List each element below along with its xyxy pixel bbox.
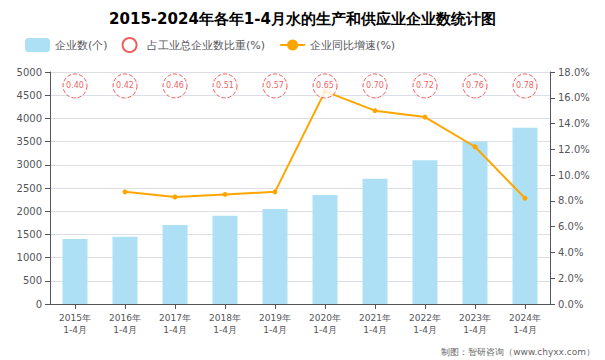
svg-text:3500: 3500: [17, 136, 42, 147]
svg-text:0.65: 0.65: [316, 81, 334, 90]
svg-text:1500: 1500: [17, 229, 42, 240]
svg-text:5000: 5000: [17, 67, 42, 78]
svg-text:1-4月: 1-4月: [513, 325, 537, 335]
svg-text:0.70: 0.70: [366, 81, 384, 90]
svg-text:2016年: 2016年: [109, 313, 141, 323]
svg-text:2000: 2000: [17, 206, 42, 217]
svg-text:10.0%: 10.0%: [558, 170, 590, 181]
svg-text:2024年: 2024年: [509, 313, 541, 323]
svg-text:2.0%: 2.0%: [558, 273, 583, 284]
svg-text:0.76: 0.76: [466, 81, 484, 90]
svg-text:18.0%: 18.0%: [558, 67, 590, 78]
svg-text:14.0%: 14.0%: [558, 118, 590, 129]
svg-text:1-4月: 1-4月: [313, 325, 337, 335]
svg-text:1-4月: 1-4月: [413, 325, 437, 335]
svg-text:企业同比增速(%): 企业同比增速(%): [310, 39, 395, 52]
svg-text:0.72: 0.72: [416, 81, 434, 90]
svg-text:2020年: 2020年: [309, 313, 341, 323]
svg-text:3000: 3000: [17, 159, 42, 170]
svg-text:占工业总企业数比重(%): 占工业总企业数比重(%): [147, 39, 265, 52]
svg-text:1-4月: 1-4月: [463, 325, 487, 335]
svg-text:0.57: 0.57: [266, 81, 284, 90]
svg-text:16.0%: 16.0%: [558, 92, 590, 103]
svg-text:2023年: 2023年: [459, 313, 491, 323]
svg-text:4.0%: 4.0%: [558, 247, 583, 258]
svg-text:1-4月: 1-4月: [363, 325, 387, 335]
svg-text:12.0%: 12.0%: [558, 144, 590, 155]
svg-text:1-4月: 1-4月: [63, 325, 87, 335]
svg-text:0.40: 0.40: [66, 81, 84, 90]
svg-text:2021年: 2021年: [359, 313, 391, 323]
svg-text:6.0%: 6.0%: [558, 221, 583, 232]
svg-text:8.0%: 8.0%: [558, 195, 583, 206]
svg-text:企业数(个): 企业数(个): [55, 39, 108, 52]
svg-text:1000: 1000: [17, 252, 42, 263]
svg-text:0.51: 0.51: [216, 81, 234, 90]
svg-text:1-4月: 1-4月: [113, 325, 137, 335]
svg-text:500: 500: [23, 275, 42, 286]
svg-text:0.0%: 0.0%: [558, 299, 583, 310]
svg-text:2017年: 2017年: [159, 313, 191, 323]
svg-text:1-4月: 1-4月: [213, 325, 237, 335]
svg-text:2019年: 2019年: [259, 313, 291, 323]
svg-text:2500: 2500: [17, 183, 42, 194]
svg-text:制图：智研咨询（www.chyxx.com）: 制图：智研咨询（www.chyxx.com）: [441, 347, 595, 357]
svg-text:1-4月: 1-4月: [163, 325, 187, 335]
svg-text:0.42: 0.42: [116, 81, 134, 90]
svg-text:0.46: 0.46: [166, 81, 184, 90]
svg-text:2022年: 2022年: [409, 313, 441, 323]
svg-text:1-4月: 1-4月: [263, 325, 287, 335]
svg-text:0: 0: [36, 299, 42, 310]
svg-text:0.78: 0.78: [516, 81, 534, 90]
svg-text:4000: 4000: [17, 113, 42, 124]
svg-text:2015年: 2015年: [59, 313, 91, 323]
svg-text:4500: 4500: [17, 90, 42, 101]
svg-text:2018年: 2018年: [209, 313, 241, 323]
svg-text:2015-2024年各年1-4月水的生产和供应业企业数统计图: 2015-2024年各年1-4月水的生产和供应业企业数统计图: [109, 10, 496, 28]
